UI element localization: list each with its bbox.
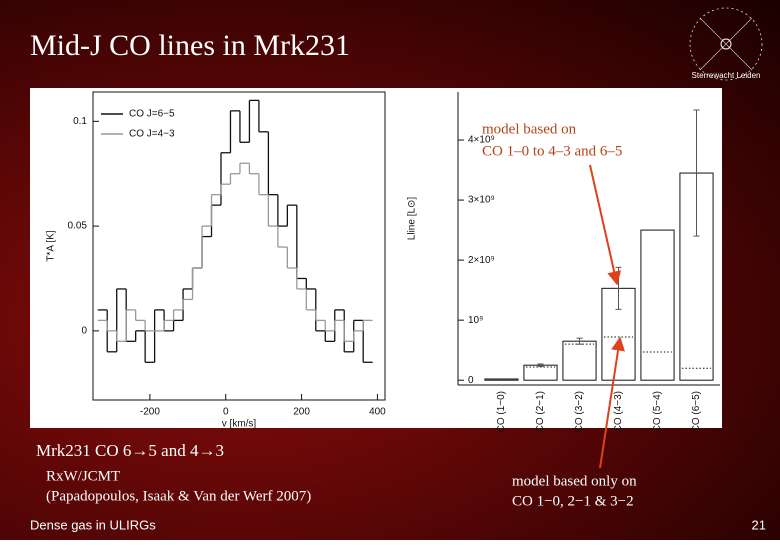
bar bbox=[640, 229, 675, 381]
footer: Dense gas in ULIRGs bbox=[30, 517, 156, 532]
y-tick-label: 0 bbox=[468, 375, 474, 386]
caption: Mrk231 CO 6→5 and 4→3 bbox=[36, 441, 224, 460]
slide-title: Mid-J CO lines in Mrk231 bbox=[30, 29, 350, 62]
instrument: RxW/JCMT bbox=[46, 468, 120, 484]
x-tick-label: 200 bbox=[293, 407, 310, 418]
y-tick-label: 2×10⁹ bbox=[468, 255, 495, 266]
x-tick-label: 0 bbox=[223, 407, 229, 418]
x-tick-label: CO (2−1) bbox=[535, 391, 546, 432]
annotation: model based only on bbox=[512, 473, 637, 489]
x-tick-label: CO (4−3) bbox=[613, 391, 624, 432]
y-tick-label: 0.05 bbox=[68, 221, 88, 232]
legend-label: CO J=6−5 bbox=[129, 109, 175, 120]
annotation: CO 1−0, 2−1 & 3−2 bbox=[512, 493, 634, 509]
y-axis-label: Lline [L⊙] bbox=[407, 197, 418, 241]
page-number: 21 bbox=[752, 517, 766, 532]
legend-label: CO J=4−3 bbox=[129, 129, 175, 140]
y-tick-label: 10⁹ bbox=[468, 315, 483, 326]
y-tick-label: 3×10⁹ bbox=[468, 195, 495, 206]
x-tick-label: 400 bbox=[369, 407, 386, 418]
x-tick-label: CO (3−2) bbox=[574, 391, 585, 432]
arrow bbox=[599, 336, 626, 469]
plot-frame bbox=[92, 91, 386, 401]
annotation: CO 1–0 to 4–3 and 6–5 bbox=[482, 143, 622, 159]
x-tick-label: -200 bbox=[140, 407, 160, 418]
x-axis-label: v [km/s] bbox=[222, 419, 257, 430]
arrow bbox=[589, 164, 622, 286]
bar bbox=[562, 340, 597, 381]
y-tick-label: 4×10⁹ bbox=[468, 135, 495, 146]
annotation: model based on bbox=[482, 121, 577, 137]
x-tick-label: CO (6−5) bbox=[691, 391, 702, 432]
logo: Sterrewacht Leiden bbox=[689, 7, 763, 81]
logo-text: Sterrewacht Leiden bbox=[692, 71, 761, 80]
y-axis-label: T*A [K] bbox=[46, 230, 57, 261]
reference: (Papadopoulos, Isaak & Van der Werf 2007… bbox=[46, 488, 311, 504]
y-tick-label: 0 bbox=[81, 325, 87, 336]
x-tick-label: CO (5−4) bbox=[652, 391, 663, 432]
y-tick-label: 0.1 bbox=[73, 116, 87, 127]
x-tick-label: CO (1−0) bbox=[496, 391, 507, 432]
